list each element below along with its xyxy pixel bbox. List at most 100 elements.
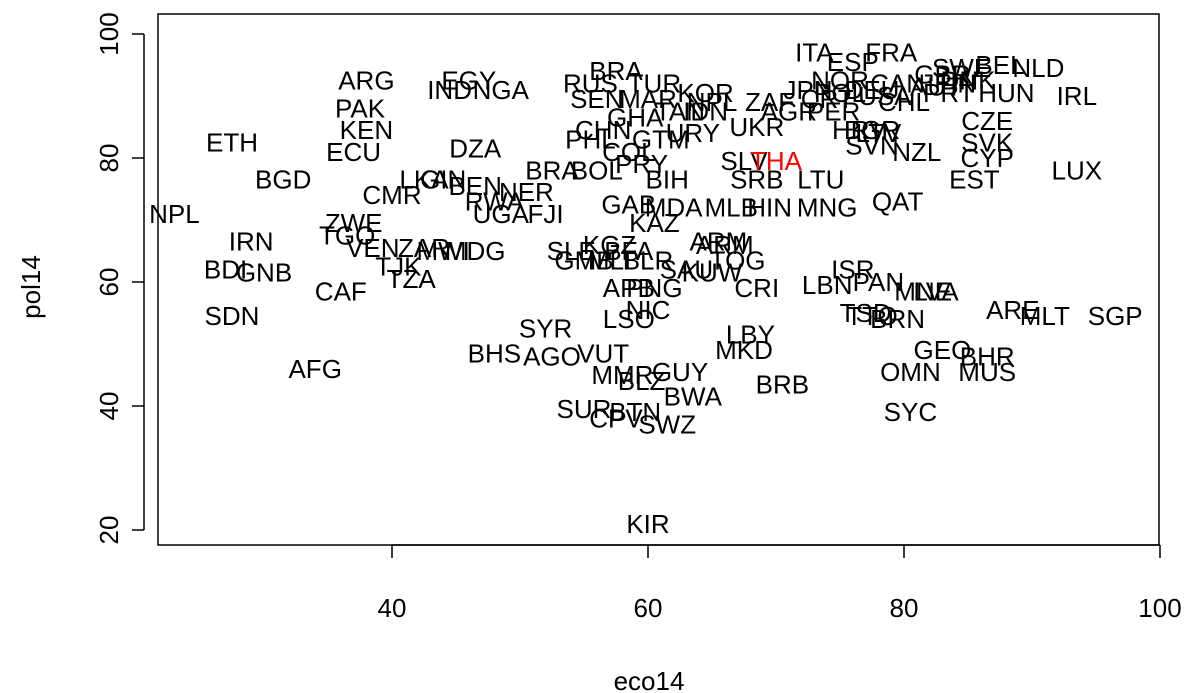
point-label: MAR xyxy=(619,84,677,114)
point-label: PER xyxy=(807,97,860,127)
point-label: CMR xyxy=(362,180,421,210)
point-label: BHR xyxy=(960,341,1015,371)
point-label: KIR xyxy=(626,509,669,539)
point-label: SUR xyxy=(557,394,612,424)
point-label: NLD xyxy=(1012,53,1064,83)
point-label: GUY xyxy=(652,357,708,387)
point-label: IND xyxy=(427,75,472,105)
point-label: LTV xyxy=(856,118,902,148)
point-label: CHN xyxy=(575,115,631,145)
point-label: DZA xyxy=(449,134,502,164)
point-label: TUR xyxy=(628,69,681,99)
point-label: PRY xyxy=(615,149,668,179)
point-label: RWA xyxy=(465,186,525,216)
point-label: SLE xyxy=(547,236,596,266)
point-label: SVN xyxy=(845,131,898,161)
point-label: ARG xyxy=(338,66,394,96)
point-label: PHL xyxy=(565,124,616,154)
point-label: NPL xyxy=(687,87,738,117)
point-label: TZA xyxy=(387,264,437,294)
point-label: AFG xyxy=(288,354,341,384)
y-tick-label: 60 xyxy=(94,268,124,297)
point-label: LUX xyxy=(1052,155,1103,185)
point-label: SEN xyxy=(570,84,623,114)
point-label: TAN xyxy=(655,97,705,127)
point-label: BEL xyxy=(975,50,1024,80)
point-label: APB xyxy=(603,273,655,303)
point-label: ECU xyxy=(326,137,381,167)
point-label: MMR xyxy=(591,360,653,390)
y-tick-label: 40 xyxy=(94,392,124,421)
point-label: KAZ xyxy=(629,208,680,238)
point-label: QAT xyxy=(872,186,924,216)
point-label: AGR xyxy=(761,97,817,127)
point-label: JPN xyxy=(783,75,832,105)
x-tick-label: 60 xyxy=(634,593,663,623)
point-label: NIC xyxy=(626,295,671,325)
point-label: MLT xyxy=(1020,301,1070,331)
y-tick-label: 100 xyxy=(94,12,124,55)
point-label: MWI xyxy=(416,236,469,266)
point-label: SGP xyxy=(1088,301,1143,331)
point-label: BLZ xyxy=(618,366,666,396)
point-label: PAK xyxy=(335,93,386,123)
point-label: NZL xyxy=(892,137,941,167)
point-label: SWE xyxy=(932,53,991,83)
point-label: BHS xyxy=(468,338,521,368)
point-label: URY xyxy=(666,118,720,148)
point-label: BFA xyxy=(604,236,654,266)
point-label: MDA xyxy=(645,193,703,223)
point-label: ARM xyxy=(690,227,748,257)
point-label: AGO xyxy=(523,341,581,371)
point-label: BRB xyxy=(756,369,809,399)
point-label: LBY xyxy=(726,320,775,350)
point-label: GBR xyxy=(914,59,970,89)
point-label: TOG xyxy=(710,245,766,275)
point-label: FJI xyxy=(528,199,564,229)
point-label: CPV xyxy=(589,403,643,433)
point-label: SYC xyxy=(884,397,937,427)
point-label: POL xyxy=(814,78,866,108)
point-label: PRT xyxy=(923,78,975,108)
point-label: EST xyxy=(949,165,1000,195)
x-axis: 40 60 80 100 xyxy=(378,544,1182,623)
point-label: GAB xyxy=(601,190,656,220)
point-label: DEU xyxy=(845,75,900,105)
point-label: UGA xyxy=(473,199,530,229)
point-label: HRV xyxy=(832,115,887,145)
point-label: GHA xyxy=(607,103,664,133)
point-label: IDN xyxy=(683,97,728,127)
point-label: LBN xyxy=(802,270,853,300)
point-label: TTO xyxy=(846,301,898,331)
point-label: SAU xyxy=(660,255,713,285)
point-label: MUS xyxy=(958,357,1016,387)
point-label: HUN xyxy=(978,78,1034,108)
point-label: TJK xyxy=(375,252,422,282)
point-label: CHL xyxy=(878,87,930,117)
point-label: DNK xyxy=(941,66,997,96)
point-label: KOR xyxy=(677,78,733,108)
point-label: MNE xyxy=(894,276,952,306)
point-label: PAN xyxy=(853,267,905,297)
point-label: VEN xyxy=(346,233,399,263)
point-label: BRA xyxy=(589,56,643,86)
highlighted-point-label: THA xyxy=(750,146,803,176)
point-label: SDN xyxy=(205,301,260,331)
x-tick-label: 40 xyxy=(378,593,407,623)
point-label: GMB xyxy=(554,245,613,275)
point-label: IRL xyxy=(1057,81,1097,111)
point-label: ITA xyxy=(795,38,834,68)
point-label: HIN xyxy=(747,193,792,223)
point-label: EGY xyxy=(441,66,496,96)
point-label: BWA xyxy=(664,382,723,412)
point-label: ISR xyxy=(831,255,874,285)
point-label: SYR xyxy=(519,314,572,344)
point-label: PNG xyxy=(626,273,682,303)
point-label: NOR xyxy=(811,66,869,96)
point-label: GTM xyxy=(632,124,690,154)
point-label: MNG xyxy=(797,193,858,223)
point-label: FRA xyxy=(865,38,918,68)
point-label: NPL xyxy=(149,199,200,229)
